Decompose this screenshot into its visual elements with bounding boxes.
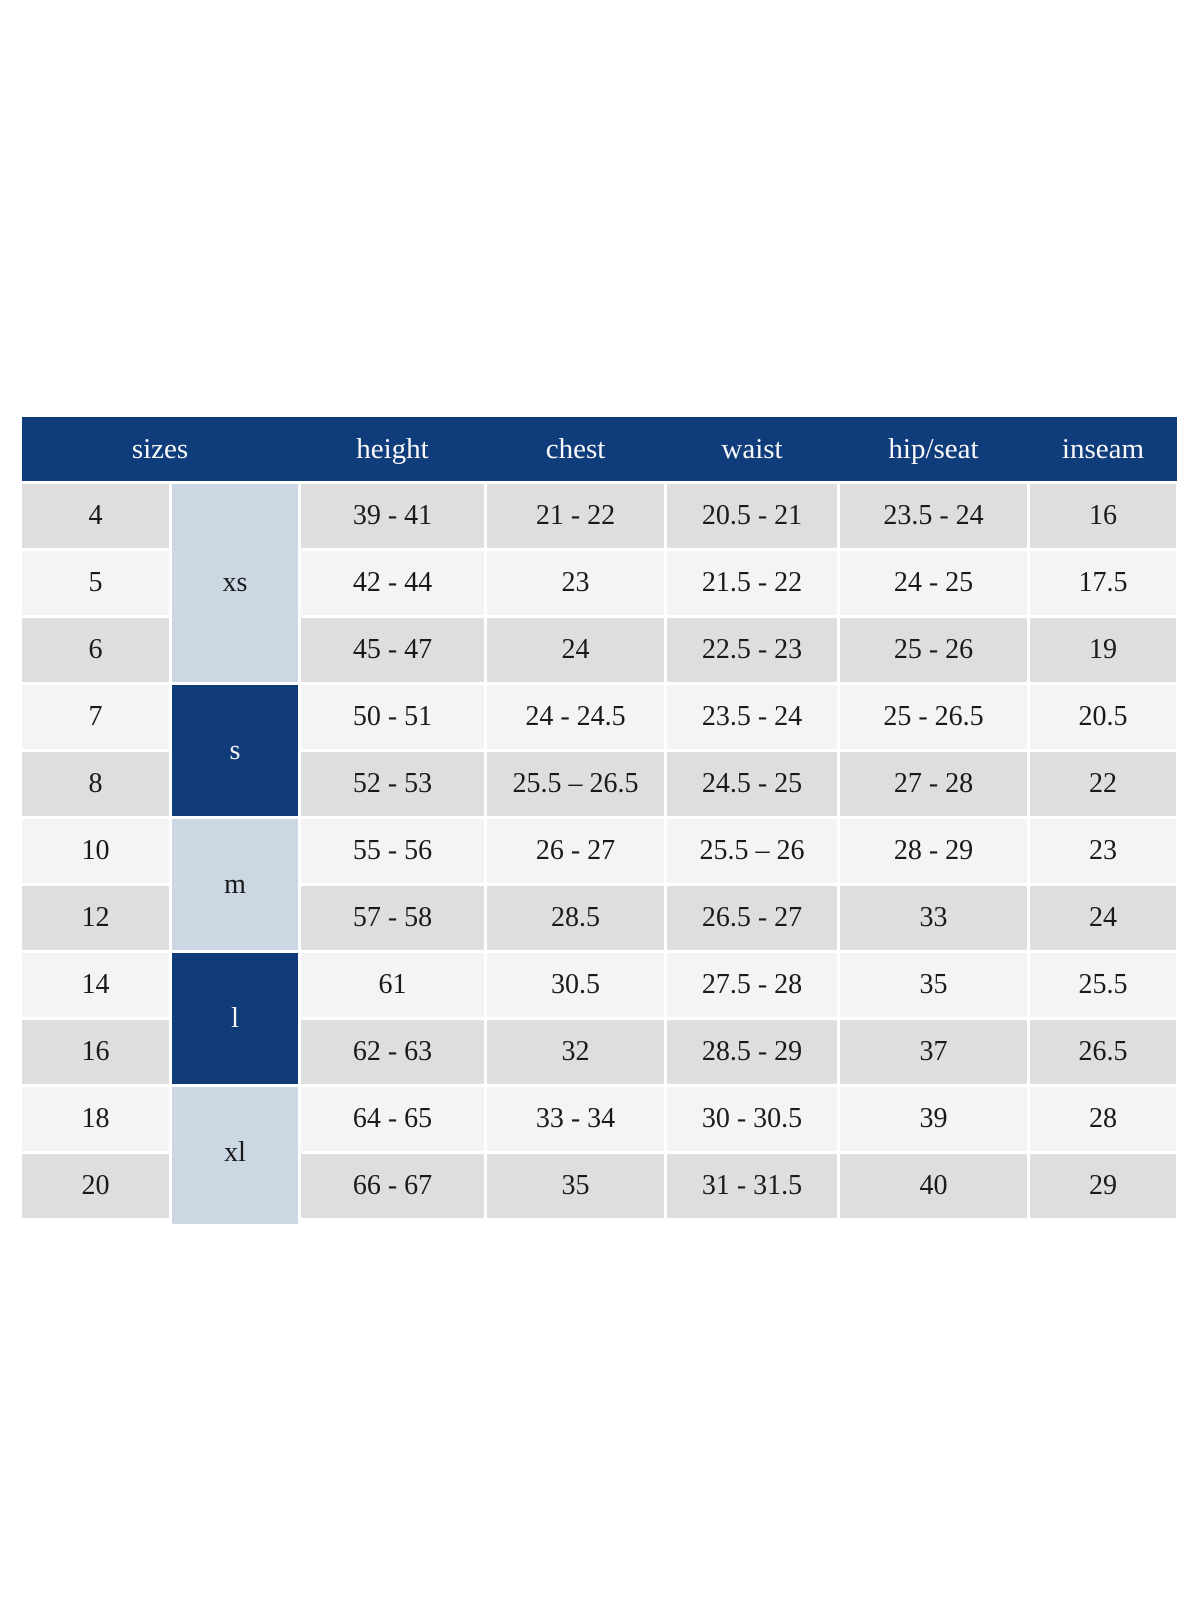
table-body: 4 xs 39 - 41 21 - 22 20.5 - 21 23.5 - 24… [22, 484, 1177, 1224]
hip-seat-cell: 28 - 29 [840, 819, 1027, 883]
header-waist: waist [721, 432, 783, 465]
inseam-cell: 25.5 [1030, 953, 1176, 1017]
chest-cell: 32 [487, 1020, 664, 1084]
waist-cell: 25.5 – 26 [667, 819, 837, 883]
size-cell: 10 [22, 819, 169, 883]
size-cell: 5 [22, 551, 169, 615]
height-cell: 50 - 51 [301, 685, 484, 749]
inseam-cell: 26.5 [1030, 1020, 1176, 1084]
inseam-cell: 19 [1030, 618, 1176, 682]
inseam-cell: 17.5 [1030, 551, 1176, 615]
height-cell: 61 [301, 953, 484, 1017]
header-sizes: sizes [131, 432, 189, 465]
inseam-cell: 24 [1030, 886, 1176, 950]
size-cell: 20 [22, 1154, 169, 1218]
group-cell-l: l [172, 953, 298, 1084]
waist-cell: 24.5 - 25 [667, 752, 837, 816]
hip-seat-cell: 24 - 25 [840, 551, 1027, 615]
size-cell: 6 [22, 618, 169, 682]
waist-cell: 31 - 31.5 [667, 1154, 837, 1218]
inseam-cell: 23 [1030, 819, 1176, 883]
hip-seat-cell: 23.5 - 24 [840, 484, 1027, 548]
inseam-cell: 22 [1030, 752, 1176, 816]
chest-cell: 28.5 [487, 886, 664, 950]
waist-cell: 20.5 - 21 [667, 484, 837, 548]
height-cell: 45 - 47 [301, 618, 484, 682]
hip-seat-cell: 39 [840, 1087, 1027, 1151]
height-cell: 64 - 65 [301, 1087, 484, 1151]
chest-cell: 23 [487, 551, 664, 615]
table-header-row: sizes height chest waist hip/seat inseam [22, 417, 1177, 481]
size-cell: 16 [22, 1020, 169, 1084]
hip-seat-cell: 40 [840, 1154, 1027, 1218]
hip-seat-cell: 25 - 26.5 [840, 685, 1027, 749]
group-cell-m: m [172, 819, 298, 950]
chest-cell: 30.5 [487, 953, 664, 1017]
hip-seat-cell: 25 - 26 [840, 618, 1027, 682]
chest-cell: 25.5 – 26.5 [487, 752, 664, 816]
size-cell: 14 [22, 953, 169, 1017]
waist-cell: 23.5 - 24 [667, 685, 837, 749]
chest-cell: 24 [487, 618, 664, 682]
size-cell: 8 [22, 752, 169, 816]
height-cell: 39 - 41 [301, 484, 484, 548]
chest-cell: 21 - 22 [487, 484, 664, 548]
inseam-cell: 28 [1030, 1087, 1176, 1151]
hip-seat-cell: 35 [840, 953, 1027, 1017]
size-cell: 4 [22, 484, 169, 548]
header-hip-seat: hip/seat [888, 432, 979, 465]
waist-cell: 30 - 30.5 [667, 1087, 837, 1151]
inseam-cell: 16 [1030, 484, 1176, 548]
height-cell: 55 - 56 [301, 819, 484, 883]
size-chart-table: sizes height chest waist hip/seat inseam… [22, 417, 1177, 1224]
size-cell: 12 [22, 886, 169, 950]
height-cell: 57 - 58 [301, 886, 484, 950]
height-cell: 62 - 63 [301, 1020, 484, 1084]
waist-cell: 22.5 - 23 [667, 618, 837, 682]
height-cell: 42 - 44 [301, 551, 484, 615]
group-cell-xl: xl [172, 1087, 298, 1224]
size-cell: 18 [22, 1087, 169, 1151]
group-cell-xs: xs [172, 484, 298, 682]
waist-cell: 27.5 - 28 [667, 953, 837, 1017]
chest-cell: 24 - 24.5 [487, 685, 664, 749]
inseam-cell: 20.5 [1030, 685, 1176, 749]
hip-seat-cell: 37 [840, 1020, 1027, 1084]
group-cell-s: s [172, 685, 298, 816]
height-cell: 66 - 67 [301, 1154, 484, 1218]
hip-seat-cell: 27 - 28 [840, 752, 1027, 816]
waist-cell: 21.5 - 22 [667, 551, 837, 615]
size-cell: 7 [22, 685, 169, 749]
chest-cell: 33 - 34 [487, 1087, 664, 1151]
header-height: height [356, 432, 429, 465]
inseam-cell: 29 [1030, 1154, 1176, 1218]
height-cell: 52 - 53 [301, 752, 484, 816]
header-chest: chest [545, 432, 606, 465]
header-inseam: inseam [1061, 432, 1145, 465]
chest-cell: 35 [487, 1154, 664, 1218]
chest-cell: 26 - 27 [487, 819, 664, 883]
waist-cell: 28.5 - 29 [667, 1020, 837, 1084]
hip-seat-cell: 33 [840, 886, 1027, 950]
waist-cell: 26.5 - 27 [667, 886, 837, 950]
